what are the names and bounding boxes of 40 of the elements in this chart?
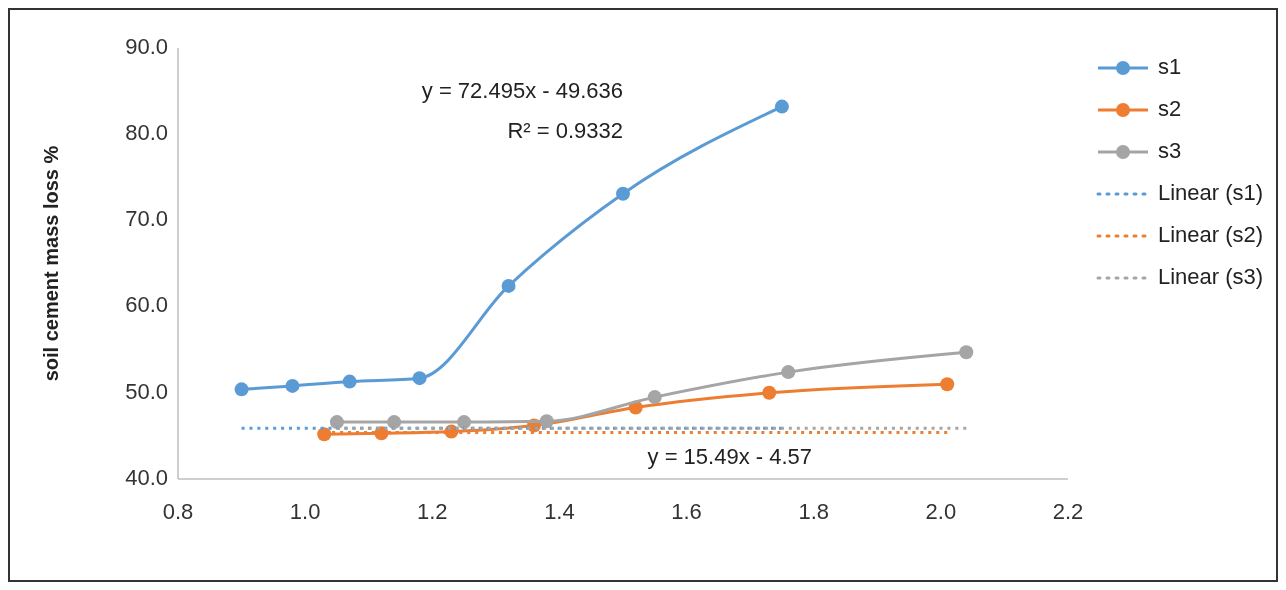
- x-tick-label: 0.8: [162, 499, 194, 524]
- y-tick-label: 70.0: [125, 206, 168, 232]
- y-tick-label: 40.0: [125, 464, 168, 490]
- point: [774, 99, 789, 114]
- point: [457, 415, 472, 430]
- annotation: y = 15.49x - 4.57: [647, 444, 813, 469]
- y-tick-label: 60.0: [125, 292, 168, 318]
- point: [342, 374, 357, 389]
- point: [387, 415, 402, 430]
- point: [539, 414, 554, 429]
- legend-label: Linear (s1): [1158, 179, 1264, 205]
- x-tick-label: 1.2: [416, 499, 448, 524]
- point: [959, 345, 974, 360]
- point: [234, 382, 249, 397]
- legend-label: Linear (s2): [1158, 221, 1264, 247]
- legend-label: s3: [1158, 137, 1182, 163]
- x-tick-label: 1.8: [798, 499, 830, 524]
- point: [762, 385, 777, 400]
- point: [616, 186, 630, 201]
- point: [647, 390, 662, 405]
- legend-label: s2: [1158, 95, 1182, 121]
- y-axis-title: soil cement mass loss %: [40, 145, 62, 382]
- x-tick-label: 1.0: [289, 499, 321, 524]
- y-tick-label: 90.0: [125, 33, 168, 59]
- y-tick-label: 50.0: [125, 378, 168, 404]
- point: [940, 377, 955, 392]
- x-tick-label: 1.6: [671, 499, 702, 524]
- x-tick-label: 2.2: [1052, 499, 1084, 524]
- point: [781, 365, 796, 380]
- x-tick-label: 1.4: [544, 499, 575, 524]
- point: [412, 371, 427, 386]
- legend-label: s1: [1158, 53, 1182, 79]
- annotation: y = 72.495x - 49.636: [421, 78, 623, 103]
- point: [285, 378, 300, 393]
- annotation: R² = 0.9332: [507, 118, 623, 143]
- point: [501, 278, 516, 293]
- y-tick-label: 80.0: [125, 120, 168, 146]
- legend-label: Linear (s3): [1158, 263, 1264, 289]
- x-tick-label: 2.0: [925, 499, 957, 524]
- point: [329, 415, 344, 430]
